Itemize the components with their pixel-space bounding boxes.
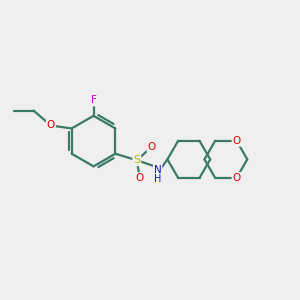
Text: S: S xyxy=(133,155,140,165)
Text: O: O xyxy=(136,173,144,183)
Text: O: O xyxy=(232,173,241,183)
Text: O: O xyxy=(232,136,241,146)
Text: F: F xyxy=(91,95,97,105)
Text: N: N xyxy=(154,165,161,175)
Text: O: O xyxy=(47,121,55,130)
Text: O: O xyxy=(148,142,156,152)
Text: H: H xyxy=(154,174,161,184)
